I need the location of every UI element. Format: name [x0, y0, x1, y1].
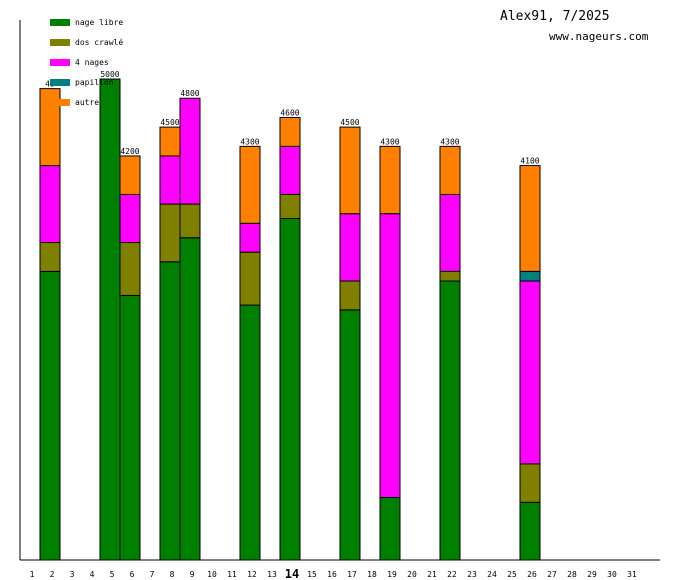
- bar-segment-4-nages: [239, 222, 261, 253]
- x-tick-label: 5: [110, 570, 115, 579]
- bar-segment-autre: [339, 126, 361, 215]
- bar-total-label: 4300: [440, 137, 459, 146]
- legend-label: 4 nages: [75, 58, 109, 67]
- bar-segment-nage-libre: [339, 309, 361, 561]
- bar-segment-nage-libre: [119, 294, 141, 561]
- x-tick-label: 12: [247, 570, 257, 579]
- bar-segment-4-nages: [279, 145, 301, 195]
- bar-segment-autre: [279, 116, 301, 147]
- bar-segment-nage-libre: [379, 496, 401, 561]
- bar-total-label: 5000: [100, 70, 119, 79]
- bar-segment-4-nages: [339, 213, 361, 282]
- bar-segment-autre: [119, 155, 141, 195]
- bar-total-label: 4200: [120, 147, 139, 156]
- x-tick-label: 15: [307, 570, 317, 579]
- legend-swatch: [50, 99, 70, 106]
- bar-total-label: 4300: [380, 137, 399, 146]
- bar-total-label: 4600: [280, 108, 299, 117]
- bar-segment-autre: [159, 126, 181, 157]
- bar-segment-nage-libre: [39, 270, 61, 561]
- bar-segment-dos-crawlé: [339, 280, 361, 311]
- x-tick-label: 6: [130, 570, 135, 579]
- x-tick-label: 24: [487, 570, 497, 579]
- bar-segment-nage-libre: [99, 78, 121, 561]
- bar-segment-autre: [39, 88, 61, 167]
- bar-segment-dos-crawlé: [159, 203, 181, 263]
- legend-swatch: [50, 39, 70, 46]
- legend-label: dos crawlé: [75, 37, 123, 47]
- x-tick-label: 28: [567, 570, 577, 579]
- x-tick-label: 29: [587, 570, 597, 579]
- bar-total-label: 4800: [180, 89, 199, 98]
- legend-swatch: [50, 59, 70, 66]
- x-tick-label: 3: [70, 570, 75, 579]
- x-tick-label: 25: [507, 570, 517, 579]
- bar-segment-papillon: [519, 270, 541, 282]
- x-tick-label: 2: [50, 570, 55, 579]
- bar-segment-dos-crawlé: [519, 463, 541, 503]
- bar-segment-4-nages: [379, 213, 401, 498]
- bar-segment-dos-crawlé: [239, 251, 261, 306]
- x-tick-label: 7: [150, 570, 155, 579]
- legend-label: nage libre: [75, 18, 123, 27]
- x-tick-label: 9: [190, 570, 195, 579]
- x-tick-label: 31: [627, 570, 637, 579]
- x-tick-label: 26: [527, 570, 537, 579]
- site-url: www.nageurs.com: [549, 30, 649, 43]
- bar-segment-4-nages: [519, 280, 541, 465]
- bar-total-label: 4500: [160, 118, 179, 127]
- x-tick-label: 27: [547, 570, 557, 579]
- x-tick-label: 21: [427, 570, 437, 579]
- bar-segment-autre: [239, 145, 261, 224]
- bar-segment-autre: [379, 145, 401, 215]
- bar-segment-4-nages: [119, 193, 141, 244]
- x-tick-label: 17: [347, 570, 357, 579]
- bar-segment-4-nages: [439, 193, 461, 272]
- legend-label: papillon: [75, 78, 114, 87]
- bar-segment-autre: [439, 145, 461, 195]
- bar-segment-dos-crawlé: [439, 270, 461, 282]
- bar-segment-nage-libre: [239, 304, 261, 561]
- chart-title: Alex91, 7/2025: [500, 9, 610, 24]
- bar-segment-dos-crawlé: [279, 193, 301, 219]
- x-tick-label: 10: [207, 570, 217, 579]
- x-tick-label: 11: [227, 570, 237, 579]
- x-tick-label: 19: [387, 570, 397, 579]
- x-tick-label: 13: [267, 570, 277, 579]
- bar-segment-4-nages: [159, 155, 181, 205]
- bar-segment-dos-crawlé: [39, 242, 61, 272]
- x-tick-label: 18: [367, 570, 377, 579]
- bar-segment-dos-crawlé: [179, 203, 201, 239]
- bar-segment-4-nages: [179, 97, 201, 205]
- bar-segment-nage-libre: [519, 501, 541, 561]
- bar-segment-nage-libre: [179, 237, 201, 561]
- legend-swatch: [50, 79, 70, 86]
- x-tick-label: 1: [30, 570, 35, 579]
- x-tick-label: 30: [607, 570, 617, 579]
- bar-segment-dos-crawlé: [119, 242, 141, 296]
- bar-segment-4-nages: [39, 165, 61, 244]
- bar-segment-autre: [519, 165, 541, 272]
- x-tick-label: 8: [170, 570, 175, 579]
- bar-total-label: 4300: [240, 137, 259, 146]
- bar-total-label: 4100: [520, 157, 539, 166]
- bar-segment-nage-libre: [439, 280, 461, 561]
- x-tick-label: 14: [285, 567, 299, 580]
- bar-segment-nage-libre: [279, 217, 301, 561]
- x-tick-label: 22: [447, 570, 457, 579]
- x-tick-label: 23: [467, 570, 477, 579]
- legend-label: autre: [75, 98, 99, 107]
- legend-swatch: [50, 19, 70, 26]
- x-tick-label: 4: [90, 570, 95, 579]
- bar-total-label: 4500: [340, 118, 359, 127]
- x-tick-label: 20: [407, 570, 417, 579]
- bar-segment-nage-libre: [159, 261, 181, 561]
- x-tick-label: 16: [327, 570, 337, 579]
